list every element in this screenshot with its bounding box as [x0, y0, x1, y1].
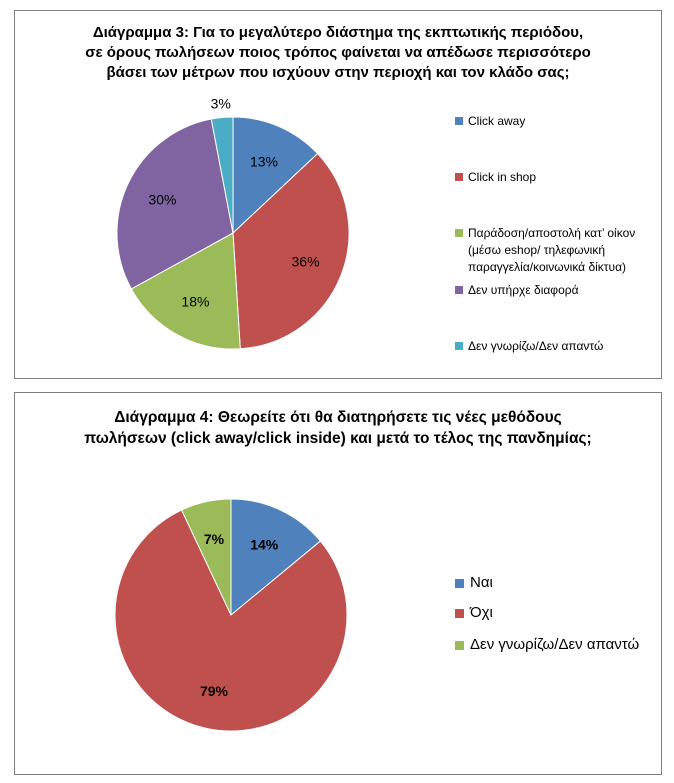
legend-item: Όχι [455, 603, 493, 623]
pie-slice [116, 118, 234, 290]
chart-1-title-line: Διάγραμμα 3: Για το μεγαλύτερο διάστημα … [92, 24, 584, 41]
chart-2: Διάγραμμα 4: Θεωρείτε ότι θα διατηρήσετε… [14, 392, 662, 775]
pie-data-label: 36% [292, 254, 320, 270]
chart-1-title-line: βάσει των μέτρων που ισχύουν στην περιοχ… [106, 64, 570, 81]
legend-item: Δεν υπήρχε διαφορά [455, 282, 579, 299]
chart-1-title: Διάγραμμα 3: Για το μεγαλύτερο διάστημα … [15, 23, 661, 83]
legend-label: Όχι [470, 604, 493, 621]
legend-item: Δεν γνωρίζω/Δεν απαντώ [455, 635, 639, 655]
legend-swatch [455, 286, 463, 294]
pie-slice [130, 232, 241, 350]
legend-item: Παράδοση/αποστολή κατ’ οίκον (μέσω eshop/… [455, 225, 635, 276]
legend-swatch [455, 117, 463, 125]
legend-label: Δεν υπήρχε διαφορά [468, 283, 579, 297]
pie-data-label: 18% [181, 293, 209, 309]
legend-item: Ναι [455, 573, 493, 593]
chart-1: Διάγραμμα 3: Για το μεγαλύτερο διάστημα … [14, 10, 662, 379]
chart-1-title-line: σε όρους πωλήσεων ποιος τρόπος φαίνεται … [85, 44, 591, 61]
legend-item: Click away [455, 113, 525, 130]
legend-label: Δεν γνωρίζω/Δεν απαντώ [468, 339, 604, 353]
pie-data-label: 7% [204, 531, 225, 547]
legend-swatch [455, 609, 464, 618]
pie-data-label: 3% [211, 95, 231, 111]
pie-slice [210, 116, 234, 234]
pie-slice [232, 116, 319, 235]
legend-label: Ναι [470, 574, 493, 591]
legend-swatch [455, 229, 463, 237]
legend-swatch [455, 641, 464, 650]
legend-label: Δεν γνωρίζω/Δεν απαντώ [470, 636, 640, 653]
pie-slice [114, 509, 348, 732]
pie-slice [180, 498, 232, 616]
chart-2-title-line: Διάγραμμα 4: Θεωρείτε ότι θα διατηρήσετε… [114, 409, 562, 426]
chart-2-title-line: πωλήσεων (click away/click inside) και μ… [84, 430, 592, 447]
legend-item: Click in shop [455, 169, 536, 186]
pie-data-label: 30% [148, 192, 176, 208]
legend-swatch [455, 579, 464, 588]
legend-swatch [455, 173, 463, 181]
chart-1-pie: 13% 36% 18% 30% 3% [116, 95, 350, 350]
pie-data-label: 14% [250, 536, 279, 552]
chart-2-pie: 14% 79% 7% [114, 498, 348, 732]
pie-data-label: 13% [250, 153, 278, 169]
pie-slice [232, 152, 350, 350]
legend-label: Παράδοση/αποστολή κατ’ οίκον (μέσω eshop/… [468, 226, 636, 274]
chart-2-title: Διάγραμμα 4: Θεωρείτε ότι θα διατηρήσετε… [15, 407, 661, 449]
legend-item: Δεν γνωρίζω/Δεν απαντώ [455, 338, 603, 355]
legend-swatch [455, 342, 463, 350]
legend-label: Click away [468, 114, 526, 128]
pie-slice [230, 498, 322, 617]
pie-data-label: 79% [200, 683, 229, 699]
legend-label: Click in shop [468, 170, 537, 184]
